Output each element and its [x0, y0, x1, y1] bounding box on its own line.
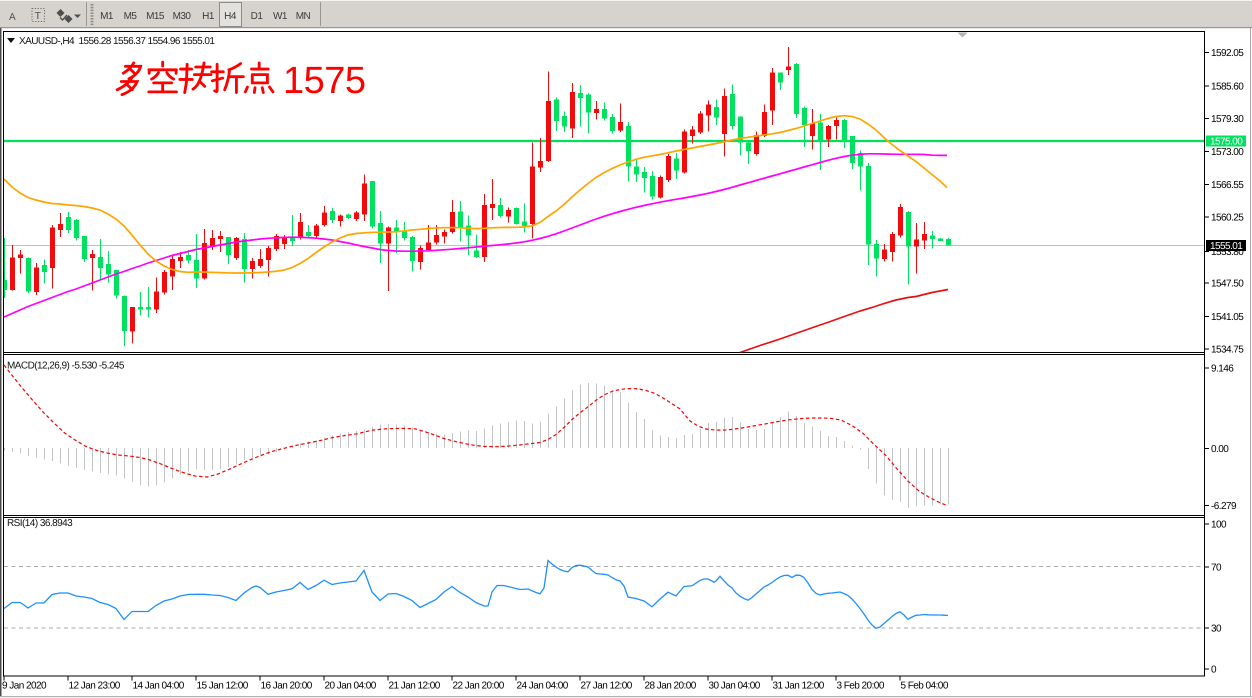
svg-text:1560.25: 1560.25 [1211, 213, 1244, 224]
svg-text:0.00: 0.00 [1211, 444, 1229, 455]
svg-text:3 Feb 20:00: 3 Feb 20:00 [837, 680, 885, 691]
svg-text:5 Feb 04:00: 5 Feb 04:00 [901, 680, 949, 691]
svg-text:30: 30 [1211, 624, 1222, 635]
svg-text:24 Jan 04:00: 24 Jan 04:00 [517, 680, 569, 691]
svg-text:M15: M15 [146, 11, 165, 22]
svg-text:70: 70 [1211, 563, 1222, 574]
svg-text:M30: M30 [173, 11, 192, 22]
svg-text:21 Jan 12:00: 21 Jan 12:00 [389, 680, 441, 691]
svg-text:1575.00: 1575.00 [1210, 136, 1243, 147]
svg-text:15 Jan 12:00: 15 Jan 12:00 [197, 680, 249, 691]
svg-text:16 Jan 20:00: 16 Jan 20:00 [261, 680, 313, 691]
svg-text:12 Jan 23:00: 12 Jan 23:00 [69, 680, 121, 691]
svg-text:28 Jan 20:00: 28 Jan 20:00 [645, 680, 697, 691]
svg-text:A: A [9, 12, 16, 23]
svg-text:1566.55: 1566.55 [1211, 180, 1244, 191]
svg-text:H1: H1 [202, 11, 215, 22]
svg-text:22 Jan 20:00: 22 Jan 20:00 [453, 680, 505, 691]
svg-text:1534.75: 1534.75 [1211, 345, 1244, 356]
svg-text:30 Jan 04:00: 30 Jan 04:00 [709, 680, 761, 691]
svg-text:31 Jan 12:00: 31 Jan 12:00 [773, 680, 825, 691]
svg-text:1573.00: 1573.00 [1211, 147, 1244, 158]
svg-text:D1: D1 [251, 11, 264, 22]
svg-text:T: T [35, 11, 41, 22]
svg-text:100: 100 [1211, 520, 1227, 531]
svg-text:9 Jan 2020: 9 Jan 2020 [2, 680, 47, 691]
svg-text:MACD(12,26,9) -5.530 -5.245: MACD(12,26,9) -5.530 -5.245 [7, 361, 125, 372]
svg-text:14 Jan 04:00: 14 Jan 04:00 [133, 680, 185, 691]
svg-text:RSI(14) 36.8943: RSI(14) 36.8943 [7, 518, 73, 529]
svg-text:XAUUSD-,H4 1556.28 1556.37 15: XAUUSD-,H4 1556.28 1556.37 1554.96 1555.… [19, 36, 215, 47]
svg-text:1575: 1575 [283, 60, 366, 102]
svg-text:1585.60: 1585.60 [1211, 82, 1244, 93]
svg-text:1553.80: 1553.80 [1211, 247, 1244, 258]
svg-text:27 Jan 12:00: 27 Jan 12:00 [581, 680, 633, 691]
svg-text:MN: MN [296, 11, 311, 22]
svg-text:9.146: 9.146 [1211, 364, 1234, 375]
svg-text:W1: W1 [273, 11, 288, 22]
svg-text:1541.05: 1541.05 [1211, 312, 1244, 323]
svg-text:1592.05: 1592.05 [1211, 48, 1244, 59]
svg-text:-6.279: -6.279 [1211, 501, 1237, 512]
svg-text:1547.50: 1547.50 [1211, 279, 1244, 290]
svg-text:0: 0 [1211, 665, 1217, 676]
svg-text:M1: M1 [100, 11, 114, 22]
svg-text:M5: M5 [124, 11, 138, 22]
svg-text:20 Jan 04:00: 20 Jan 04:00 [325, 680, 377, 691]
svg-text:1579.30: 1579.30 [1211, 114, 1244, 125]
svg-text:1555.01: 1555.01 [1210, 241, 1243, 252]
svg-text:H4: H4 [224, 11, 237, 22]
